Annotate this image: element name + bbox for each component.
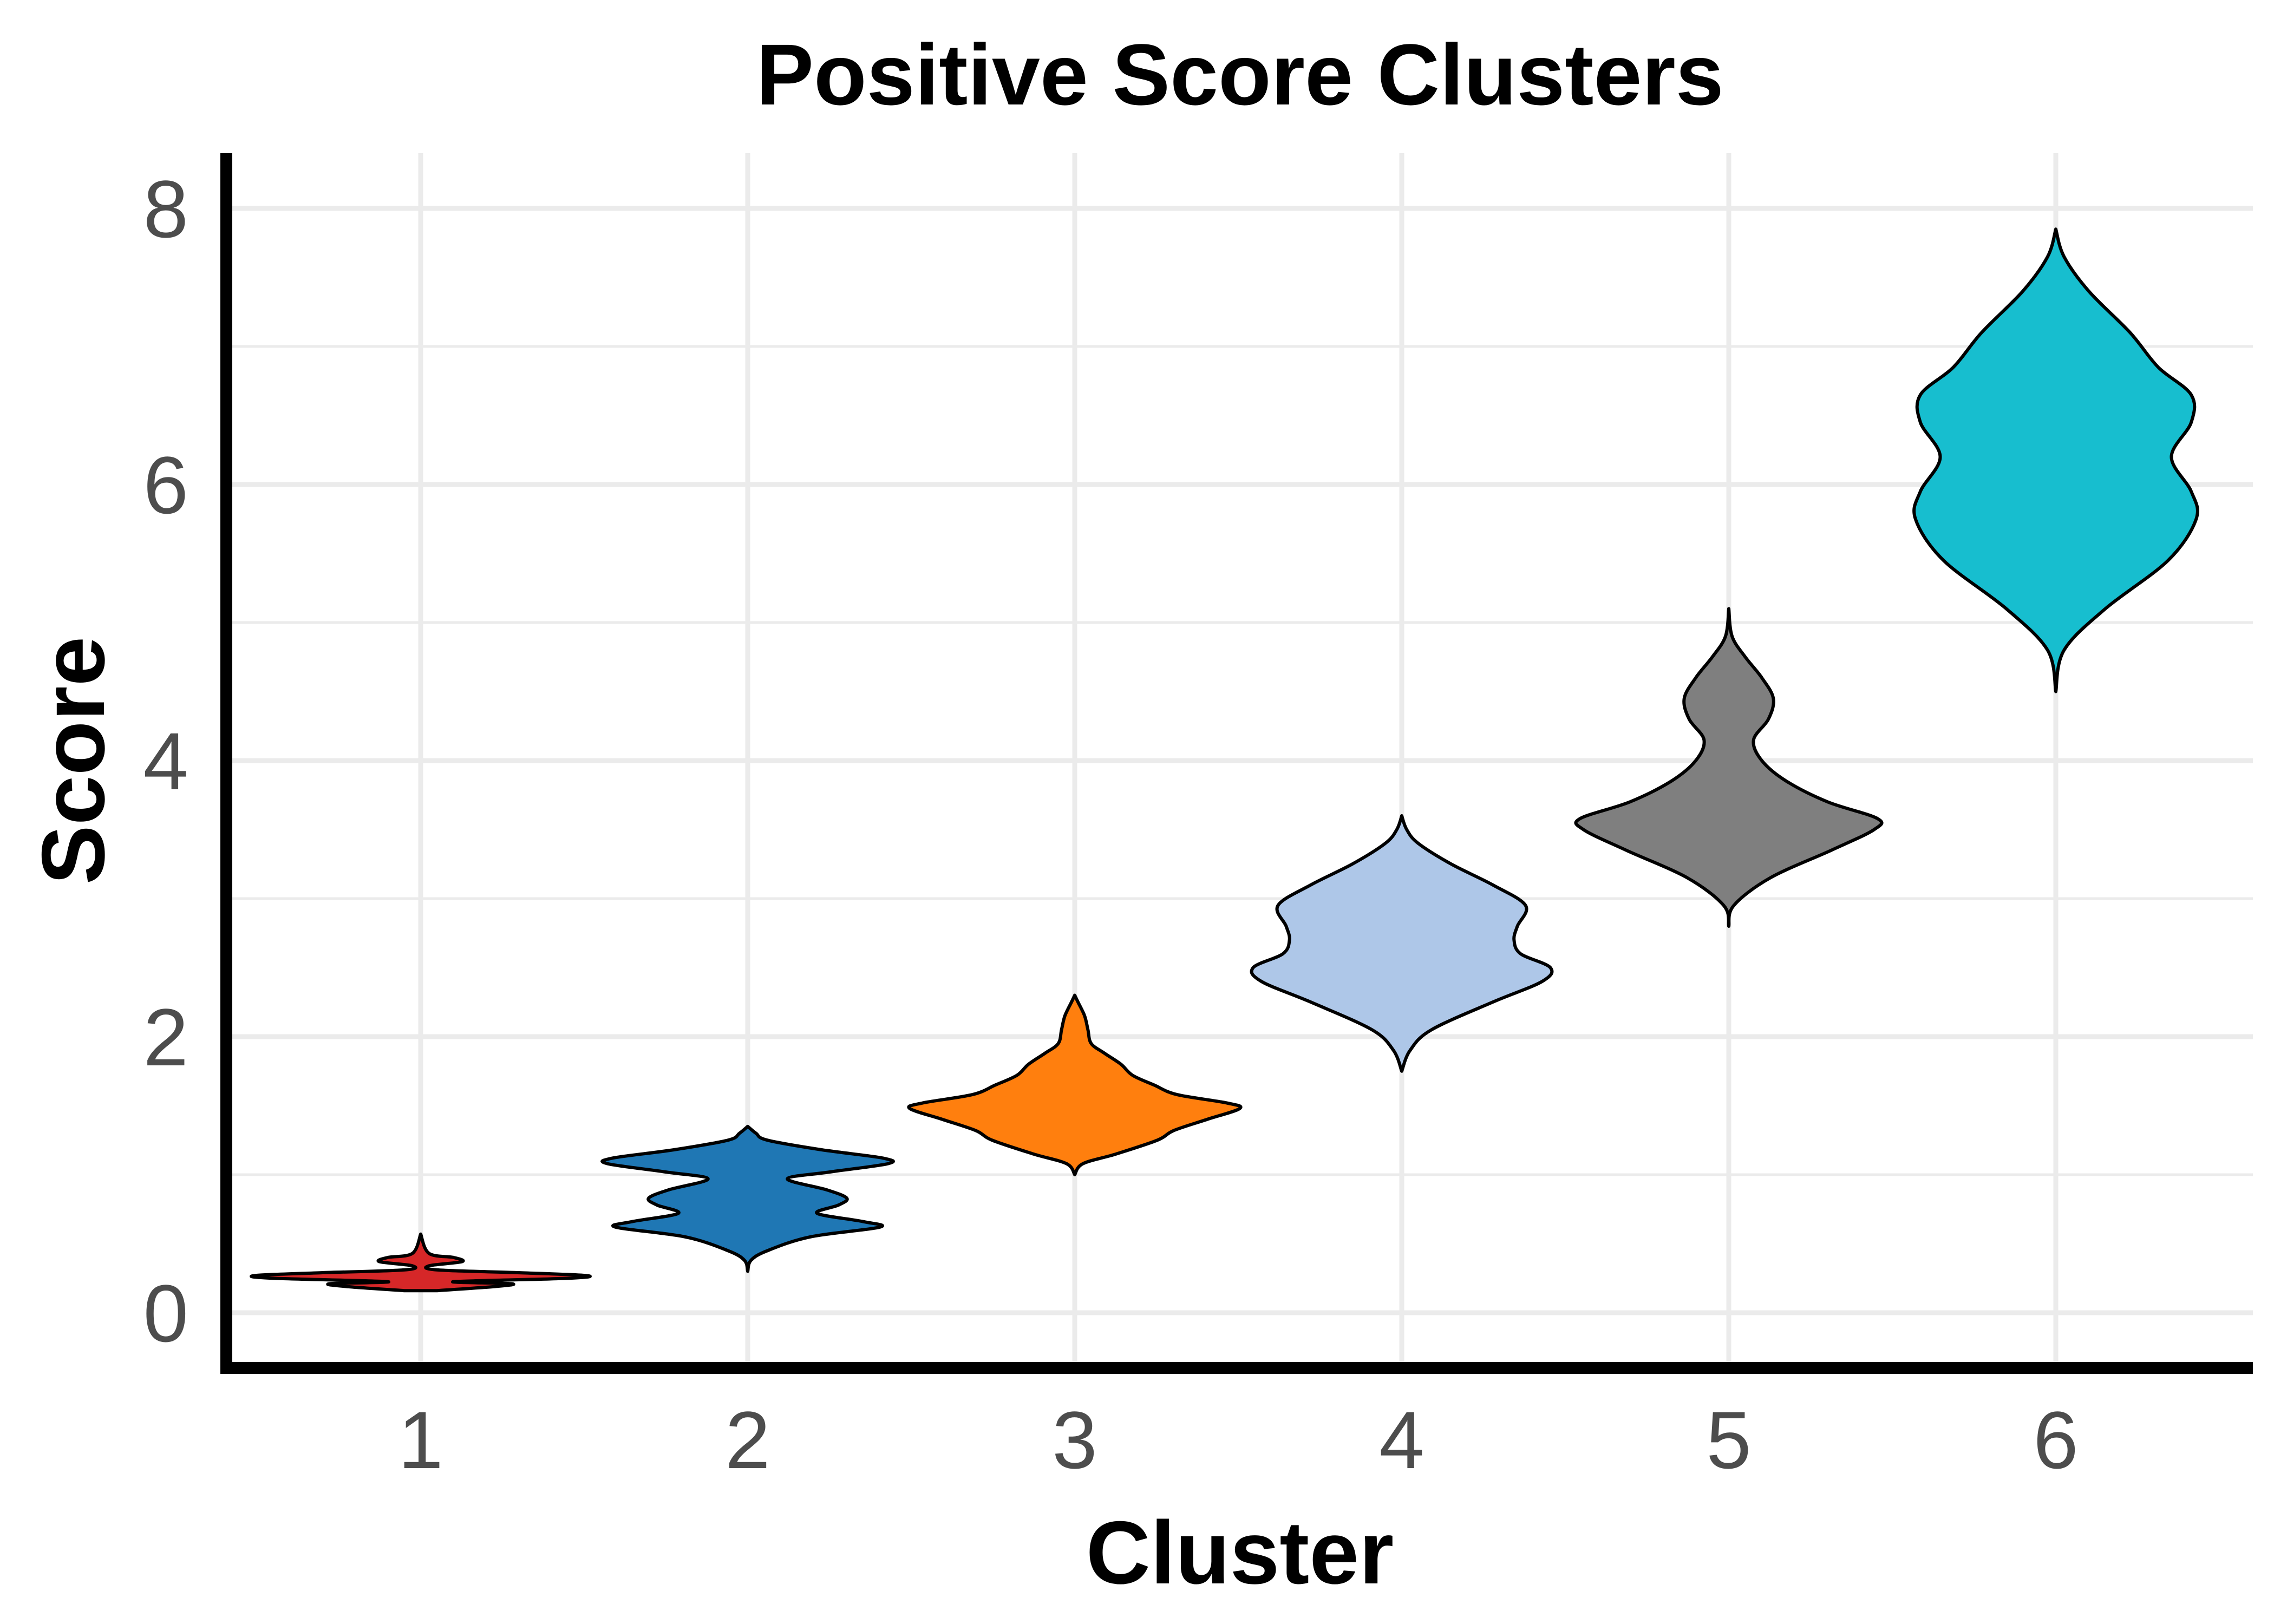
tick-layer: 0 2 4 6 8 1 2 3 4 5 6 bbox=[143, 163, 2079, 1485]
x-tick-label: 3 bbox=[1052, 1394, 1097, 1485]
grid-layer bbox=[226, 153, 2253, 1368]
x-axis-title: Cluster bbox=[1086, 1503, 1394, 1602]
y-tick-label: 0 bbox=[143, 1268, 188, 1359]
y-tick-label: 4 bbox=[143, 716, 188, 807]
violin-cluster-1 bbox=[250, 1232, 592, 1293]
x-tick-label: 2 bbox=[725, 1394, 770, 1485]
y-tick-label: 8 bbox=[143, 163, 188, 254]
violin-cluster-5 bbox=[1574, 607, 1884, 928]
violin-cluster-6 bbox=[1912, 227, 2199, 693]
x-tick-label: 1 bbox=[398, 1394, 443, 1485]
y-axis-title: Score bbox=[23, 637, 123, 885]
y-tick-label: 6 bbox=[143, 440, 188, 531]
violin-cluster-3 bbox=[907, 993, 1243, 1176]
violin-cluster-4 bbox=[1250, 814, 1554, 1073]
axis-layer bbox=[220, 153, 2253, 1374]
x-tick-label: 5 bbox=[1706, 1394, 1751, 1485]
violin-layer bbox=[250, 227, 2199, 1293]
x-tick-label: 4 bbox=[1379, 1394, 1424, 1485]
y-tick-label: 2 bbox=[143, 992, 188, 1083]
chart-title: Positive Score Clusters bbox=[756, 26, 1723, 123]
violin-cluster-2 bbox=[600, 1124, 895, 1273]
x-tick-label: 6 bbox=[2033, 1394, 2078, 1485]
